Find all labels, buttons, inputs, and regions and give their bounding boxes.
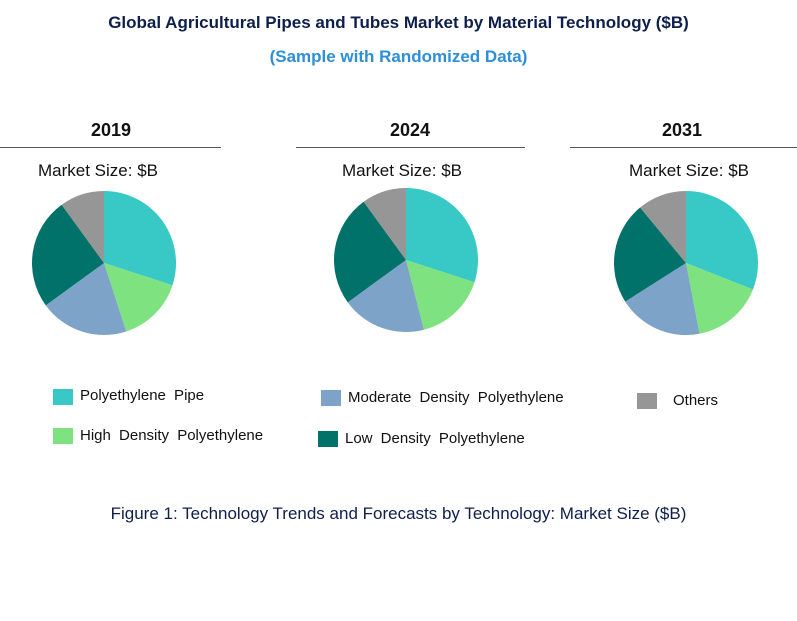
pie-subtitle: Market Size: $B	[629, 161, 749, 180]
divider	[0, 147, 221, 148]
year-label-2024: 2024	[389, 120, 431, 140]
legend-swatch-mdpe	[321, 390, 341, 406]
divider	[296, 147, 525, 148]
legend-swatch-others	[637, 393, 657, 409]
pie-subtitle: Market Size: $B	[342, 161, 462, 180]
pie-slice-2031-mdpe	[625, 263, 700, 335]
pie-slice-2019-ldpe	[32, 204, 105, 306]
legend-swatch-hdpe	[53, 428, 73, 444]
pie-slice-2019-polyethylene-pipe	[104, 191, 177, 286]
divider	[570, 147, 797, 148]
legend-label: Moderate Density Polyethylene	[348, 389, 564, 406]
pie-slice-2024-hdpe	[406, 260, 475, 330]
legend-swatch-polyethylene-pipe	[53, 389, 73, 405]
pie-slice-2031-ldpe	[613, 207, 686, 302]
pie-slice-2024-mdpe	[347, 260, 424, 332]
legend-label: High Density Polyethylene	[80, 427, 264, 444]
figure-caption: Figure 1: Technology Trends and Forecast…	[110, 504, 687, 523]
year-label-2019: 2019	[90, 120, 132, 140]
pie-slice-2024-others	[363, 188, 406, 260]
year-label-2031: 2031	[661, 120, 703, 140]
legend-label: Polyethylene Pipe	[80, 387, 205, 404]
chart-title: Global Agricultural Pipes and Tubes Mark…	[108, 13, 689, 32]
pie-slice-2024-polyethylene-pipe	[406, 188, 478, 283]
pie-slice-2019-hdpe	[104, 263, 173, 332]
legend-swatch-ldpe	[318, 431, 338, 447]
chart-subtitle: (Sample with Randomized Data)	[269, 47, 528, 66]
pie-slice-2031-polyethylene-pipe	[686, 191, 758, 290]
legend-label: Others	[673, 392, 719, 409]
legend-label: Low Density Polyethylene	[345, 430, 525, 447]
pie-slice-2031-hdpe	[686, 263, 753, 334]
pie-slice-2019-mdpe	[45, 263, 127, 335]
pie-slice-2024-ldpe	[334, 201, 406, 303]
pie-slice-2031-others	[640, 191, 686, 263]
pie-slice-2019-others	[61, 191, 104, 263]
pie-subtitle: Market Size: $B	[38, 161, 158, 180]
